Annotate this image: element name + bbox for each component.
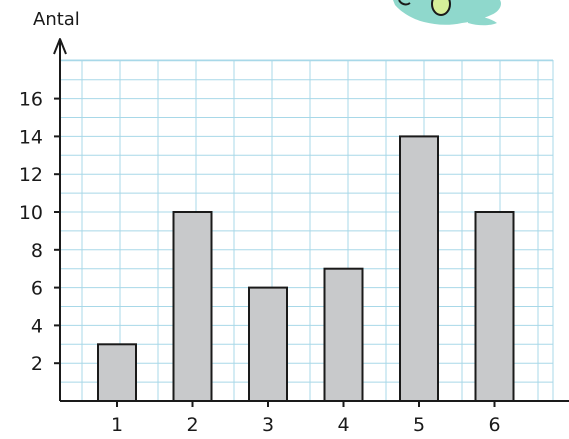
bar-3 (248, 286, 288, 403)
bar-5 (399, 135, 439, 402)
decoration-oval (431, 0, 451, 16)
x-tick-label: 5 (413, 414, 425, 436)
decoration-blob-fin (468, 15, 497, 26)
y-tick-label: 4 (31, 315, 43, 337)
y-tick-label: 16 (19, 89, 43, 111)
bar-1 (97, 343, 137, 402)
bar-6 (474, 211, 515, 402)
x-tick-labels: 1 2 3 4 5 6 (111, 414, 501, 436)
y-tick-label: 12 (19, 164, 43, 186)
x-tick-label: 4 (337, 414, 349, 436)
decoration-illustration (393, 0, 501, 26)
y-tick-labels: 2 4 6 8 10 12 14 16 (19, 89, 43, 376)
y-tick-label: 14 (19, 126, 43, 148)
x-tick-label: 1 (111, 414, 123, 436)
y-axis-title: Antal (33, 9, 80, 30)
bar-4 (323, 267, 364, 403)
y-tick-label: 8 (31, 240, 43, 262)
x-tick-label: 3 (262, 414, 274, 436)
x-tick-label: 2 (186, 414, 198, 436)
y-tick-label: 2 (31, 353, 43, 375)
decoration-outline (398, 0, 411, 6)
y-tick-label: 10 (19, 202, 43, 224)
bar-2 (172, 211, 213, 402)
y-axis-arrow-icon (53, 38, 67, 55)
x-tick-label: 6 (488, 414, 500, 436)
axes (53, 38, 569, 407)
y-tick-label: 6 (31, 278, 43, 300)
bars (97, 135, 515, 403)
